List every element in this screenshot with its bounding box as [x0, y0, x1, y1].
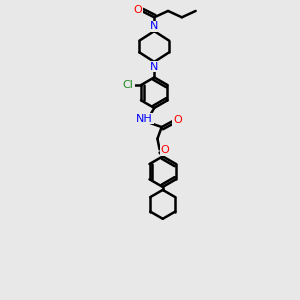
Text: N: N — [150, 21, 158, 32]
Text: NH: NH — [136, 114, 153, 124]
Text: O: O — [133, 5, 142, 15]
Text: O: O — [173, 115, 182, 124]
Text: Cl: Cl — [123, 80, 134, 90]
Text: O: O — [160, 146, 169, 155]
Text: N: N — [150, 61, 158, 72]
